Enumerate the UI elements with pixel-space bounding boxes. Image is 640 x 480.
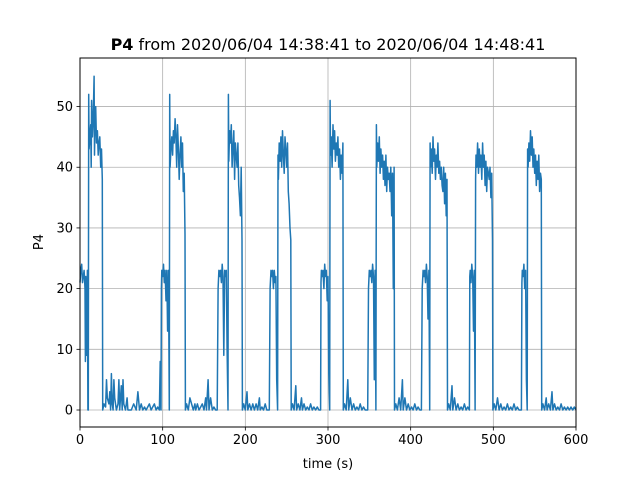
chart-title-bold: P4	[111, 35, 134, 54]
x-tick-label: 600	[564, 433, 589, 448]
x-axis-ticks: 0 100 200 300 400 500 600	[76, 427, 589, 448]
y-tick-label: 50	[56, 100, 73, 115]
x-tick-label: 100	[150, 433, 175, 448]
x-tick-label: 200	[233, 433, 258, 448]
chart-title: P4 from 2020/06/04 14:38:41 to 2020/06/0…	[111, 35, 546, 54]
y-axis-ticks: 0 10 20 30 40 50	[56, 100, 80, 419]
y-tick-label: 30	[56, 221, 73, 236]
y-tick-label: 20	[56, 282, 73, 297]
x-axis-label: time (s)	[303, 457, 353, 472]
x-tick-label: 0	[76, 433, 84, 448]
x-tick-label: 400	[398, 433, 423, 448]
y-tick-label: 0	[65, 404, 73, 419]
series-layer	[79, 75, 577, 411]
x-tick-label: 500	[481, 433, 506, 448]
y-tick-label: 40	[56, 161, 73, 176]
y-axis-label: P4	[32, 234, 47, 250]
y-tick-label: 10	[56, 343, 73, 358]
x-tick-label: 300	[316, 433, 341, 448]
series-line	[79, 75, 577, 411]
chart-title-rest: from 2020/06/04 14:38:41 to 2020/06/04 1…	[133, 35, 545, 54]
